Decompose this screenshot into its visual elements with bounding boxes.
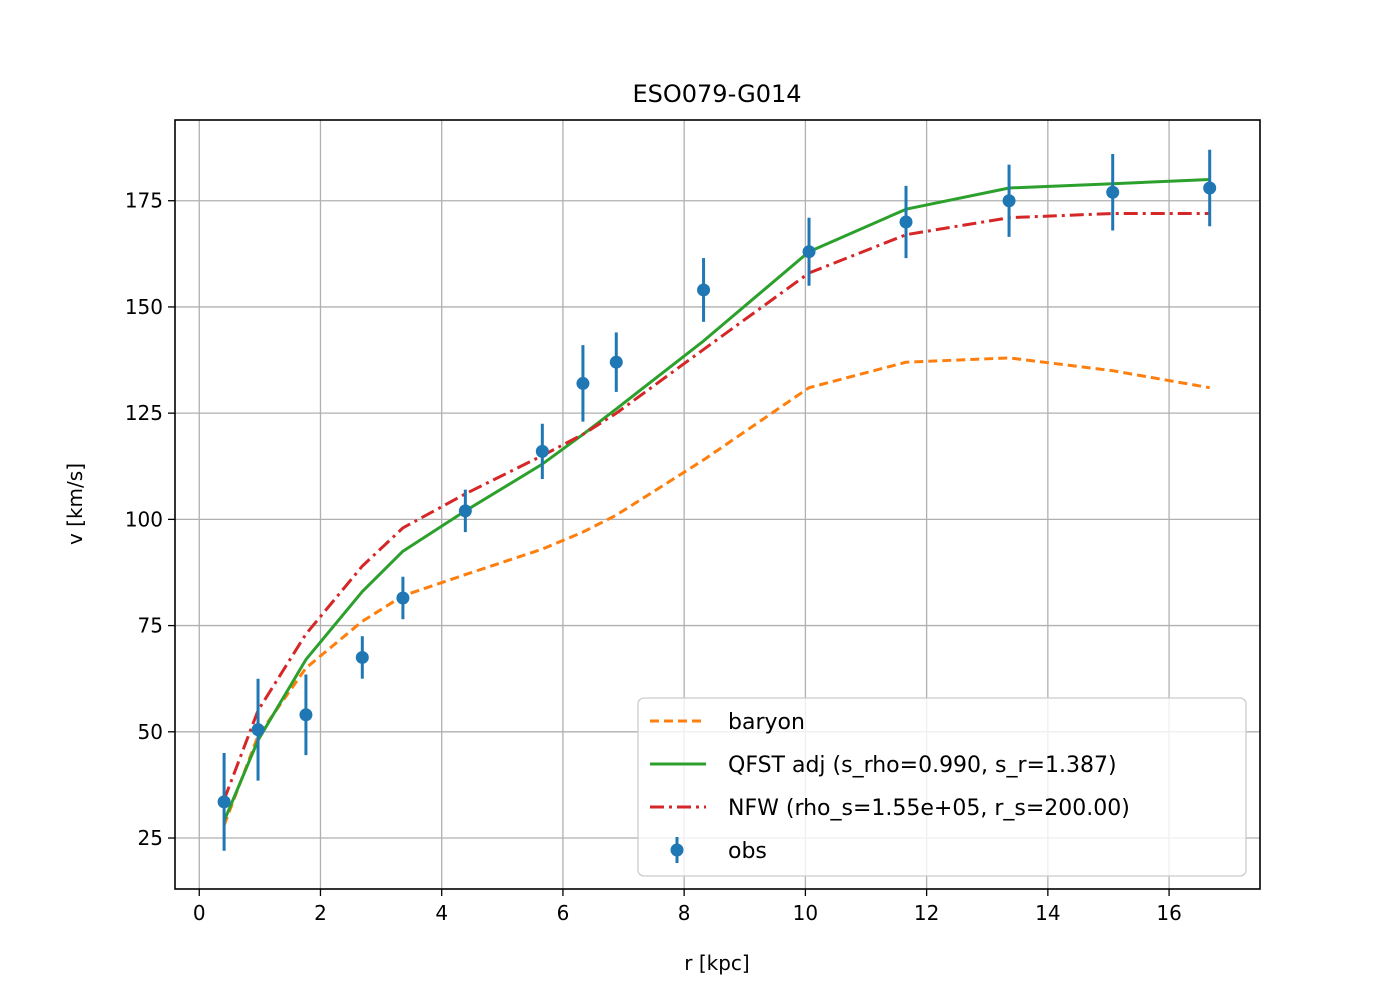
- y-tick-label: 100: [125, 507, 163, 531]
- data-point: [899, 215, 913, 229]
- data-point: [535, 444, 549, 458]
- legend-label-baryon: baryon: [728, 710, 805, 735]
- data-point: [576, 376, 590, 390]
- x-tick-label: 16: [1156, 901, 1181, 925]
- y-tick-label: 125: [125, 401, 163, 425]
- legend-label-obs: obs: [728, 839, 767, 864]
- data-point: [1203, 181, 1217, 195]
- y-tick-label: 50: [138, 720, 163, 744]
- x-tick-label: 6: [557, 901, 570, 925]
- x-tick-label: 4: [435, 901, 448, 925]
- x-tick-label: 8: [678, 901, 691, 925]
- y-tick-label: 150: [125, 295, 163, 319]
- data-point: [396, 591, 410, 605]
- y-tick-label: 25: [138, 826, 163, 850]
- x-tick-label: 0: [193, 901, 206, 925]
- data-point: [355, 650, 369, 664]
- legend-box: [637, 697, 1247, 877]
- data-point: [217, 795, 231, 809]
- data-point: [1002, 194, 1016, 208]
- plot-frame: [174, 119, 1261, 890]
- data-point: [458, 504, 472, 518]
- y-tick-label: 75: [138, 614, 163, 638]
- legend-entries: baryon QFST adj (s_rho=0.990, s_r=1.387) N…: [650, 710, 1130, 864]
- data-point: [609, 355, 623, 369]
- x-axis-label: r [kpc]: [684, 951, 749, 975]
- legend: baryon QFST adj (s_rho=0.990, s_r=1.387) N…: [637, 697, 1247, 877]
- data-point: [802, 245, 816, 259]
- x-tick-label: 2: [314, 901, 327, 925]
- data-point: [251, 723, 265, 737]
- y-axis-label: v [km/s]: [63, 463, 87, 545]
- y-tick-label: 175: [125, 189, 163, 213]
- legend-label-qfst: QFST adj (s_rho=0.990, s_r=1.387): [728, 753, 1117, 778]
- legend-marker-dot-obs: [670, 843, 684, 857]
- tick-layer: 0 2 4 6 8 10 12 14 16 25 50 75 100 125 150 175: [125, 189, 1182, 925]
- chart-title: ESO079-G014: [632, 80, 801, 108]
- data-point: [299, 708, 313, 722]
- series-obs: [217, 149, 1217, 851]
- series-layer: [217, 149, 1217, 851]
- x-tick-label: 14: [1035, 901, 1060, 925]
- data-point: [697, 283, 711, 297]
- x-tick-label: 12: [914, 901, 939, 925]
- x-tick-label: 10: [793, 901, 818, 925]
- legend-label-nfw: NFW (rho_s=1.55e+05, r_s=200.00): [728, 796, 1130, 821]
- series-line-nfw: [222, 212, 1210, 801]
- series-line-baryon: [222, 356, 1210, 826]
- data-point: [1106, 185, 1120, 199]
